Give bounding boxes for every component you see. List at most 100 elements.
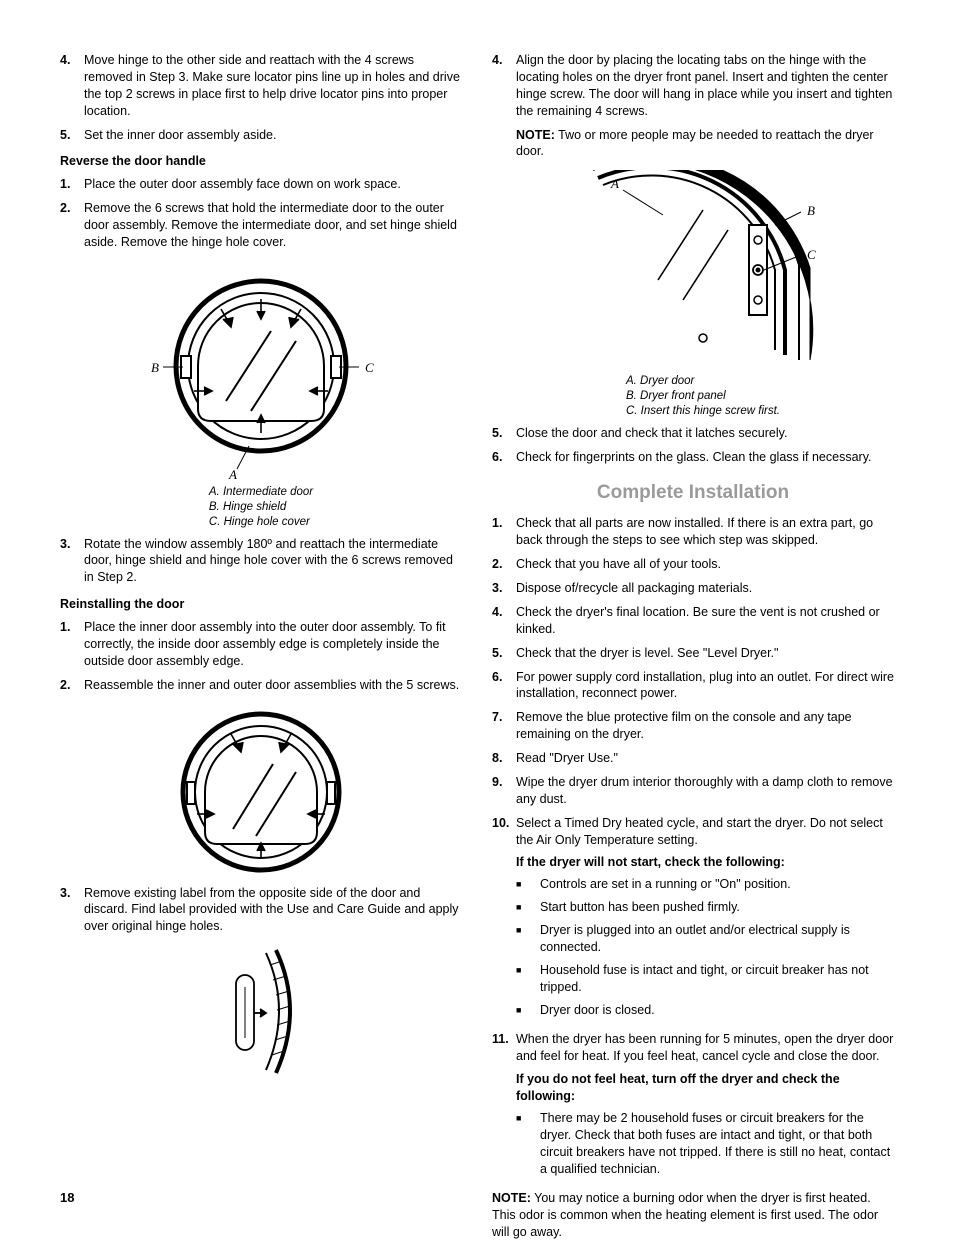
list-item: 5.Check that the dryer is level. See "Le… <box>492 645 894 662</box>
item-num: 3. <box>60 885 84 936</box>
list-item: 10. Select a Timed Dry heated cycle, and… <box>492 815 894 1025</box>
fig1-caption: A. Intermediate door B. Hinge shield C. … <box>209 485 313 530</box>
list-item: 1.Check that all parts are now installed… <box>492 515 894 549</box>
item-text: Rotate the window assembly 180º and reat… <box>84 536 462 587</box>
item-text: Remove the 6 screws that hold the interm… <box>84 200 462 251</box>
list-item: 6.For power supply cord installation, pl… <box>492 669 894 703</box>
list-item: 3.Dispose of/recycle all packaging mater… <box>492 580 894 597</box>
list-item: 4.Move hinge to the other side and reatt… <box>60 52 462 120</box>
fig1-label-a: A <box>228 467 237 481</box>
item-text: Check for fingerprints on the glass. Cle… <box>516 449 894 466</box>
item-num: 9. <box>492 774 516 808</box>
list-item: 2.Reassemble the inner and outer door as… <box>60 677 462 694</box>
noheat-head: If you do not feel heat, turn off the dr… <box>516 1071 894 1105</box>
item-text: Dispose of/recycle all packaging materia… <box>516 580 894 597</box>
reinstall-list-2: 3.Remove existing label from the opposit… <box>60 885 462 936</box>
list-item: 4.Check the dryer's final location. Be s… <box>492 604 894 638</box>
fig1-label-c: C <box>365 360 374 375</box>
check-head: If the dryer will not start, check the f… <box>516 854 894 871</box>
item-text: Check that the dryer is level. See "Leve… <box>516 645 894 662</box>
item-text: Wipe the dryer drum interior thoroughly … <box>516 774 894 808</box>
list-item: 5.Set the inner door assembly aside. <box>60 127 462 144</box>
item-text: Select a Timed Dry heated cycle, and sta… <box>516 815 894 1025</box>
item-text: Place the outer door assembly face down … <box>84 176 462 193</box>
bullet-item: Controls are set in a running or "On" po… <box>516 876 894 893</box>
complete-list: 1.Check that all parts are now installed… <box>492 515 894 1183</box>
list-item: 11. When the dryer has been running for … <box>492 1031 894 1183</box>
item-num: 7. <box>492 709 516 743</box>
figure-intermediate-door: B C A A. Intermediate door B. Hinge shie… <box>60 261 462 530</box>
item-text: Check the dryer's final location. Be sur… <box>516 604 894 638</box>
item-text: When the dryer has been running for 5 mi… <box>516 1031 894 1183</box>
list-item: 2.Check that you have all of your tools. <box>492 556 894 573</box>
item-text: Set the inner door assembly aside. <box>84 127 462 144</box>
list-item: 1.Place the inner door assembly into the… <box>60 619 462 670</box>
list-item: 9.Wipe the dryer drum interior thoroughl… <box>492 774 894 808</box>
item-text: For power supply cord installation, plug… <box>516 669 894 703</box>
item-num: 4. <box>60 52 84 120</box>
page-number: 18 <box>60 1189 74 1207</box>
figure-hinge-label <box>60 945 462 1080</box>
noheat-list: There may be 2 household fuses or circui… <box>516 1110 894 1178</box>
item-num: 5. <box>60 127 84 144</box>
item-num: 2. <box>60 677 84 694</box>
right-cont-list: 4.Align the door by placing the locating… <box>492 52 894 120</box>
list-item: 4.Align the door by placing the locating… <box>492 52 894 120</box>
item-text: Read "Dryer Use." <box>516 750 894 767</box>
fig4-label-b: B <box>807 203 815 218</box>
item-num: 3. <box>60 536 84 587</box>
right-column: 4.Align the door by placing the locating… <box>492 52 894 1241</box>
item-text: Align the door by placing the locating t… <box>516 52 894 120</box>
reinstall-list: 1.Place the inner door assembly into the… <box>60 619 462 694</box>
check-list: Controls are set in a running or "On" po… <box>516 876 894 1018</box>
item-text: Check that you have all of your tools. <box>516 556 894 573</box>
complete-installation-head: Complete Installation <box>492 480 894 506</box>
list-item: 6.Check for fingerprints on the glass. C… <box>492 449 894 466</box>
item-text: Remove existing label from the opposite … <box>84 885 462 936</box>
item-num: 5. <box>492 645 516 662</box>
final-note: NOTE: You may notice a burning odor when… <box>492 1190 894 1241</box>
item-num: 6. <box>492 449 516 466</box>
fig4-label-a: A <box>610 176 619 191</box>
list-item: 1.Place the outer door assembly face dow… <box>60 176 462 193</box>
bullet-item: Start button has been pushed firmly. <box>516 899 894 916</box>
reinstall-head: Reinstalling the door <box>60 596 462 613</box>
item-text: Move hinge to the other side and reattac… <box>84 52 462 120</box>
item-text: Remove the blue protective film on the c… <box>516 709 894 743</box>
item-num: 5. <box>492 425 516 442</box>
item-num: 10. <box>492 815 516 1025</box>
item-text: Close the door and check that it latches… <box>516 425 894 442</box>
item-text: Reassemble the inner and outer door asse… <box>84 677 462 694</box>
note-4: NOTE: Two or more people may be needed t… <box>492 127 894 161</box>
list-item: 7.Remove the blue protective film on the… <box>492 709 894 743</box>
item-num: 3. <box>492 580 516 597</box>
fig1-label-b: B <box>151 360 159 375</box>
item-num: 8. <box>492 750 516 767</box>
bullet-item: Household fuse is intact and tight, or c… <box>516 962 894 996</box>
right-cont-list-2: 5.Close the door and check that it latch… <box>492 425 894 466</box>
list-item: 5.Close the door and check that it latch… <box>492 425 894 442</box>
reverse-list-2: 3.Rotate the window assembly 180º and re… <box>60 536 462 587</box>
bullet-item: Dryer is plugged into an outlet and/or e… <box>516 922 894 956</box>
item-num: 4. <box>492 604 516 638</box>
list-item: 2.Remove the 6 screws that hold the inte… <box>60 200 462 251</box>
fig4-caption: A. Dryer door B. Dryer front panel C. In… <box>626 374 780 419</box>
item-text: Check that all parts are now installed. … <box>516 515 894 549</box>
item-num: 1. <box>492 515 516 549</box>
reverse-list: 1.Place the outer door assembly face dow… <box>60 176 462 251</box>
fig4-label-c: C <box>807 247 816 262</box>
list-item: 3.Rotate the window assembly 180º and re… <box>60 536 462 587</box>
item-num: 1. <box>60 176 84 193</box>
item-num: 1. <box>60 619 84 670</box>
bullet-item: There may be 2 household fuses or circui… <box>516 1110 894 1178</box>
item-num: 11. <box>492 1031 516 1183</box>
reverse-head: Reverse the door handle <box>60 153 462 170</box>
left-column: 4.Move hinge to the other side and reatt… <box>60 52 462 1241</box>
item-num: 2. <box>60 200 84 251</box>
list-item: 8.Read "Dryer Use." <box>492 750 894 767</box>
item-num: 6. <box>492 669 516 703</box>
item-num: 4. <box>492 52 516 120</box>
bullet-item: Dryer door is closed. <box>516 1002 894 1019</box>
item-text: Place the inner door assembly into the o… <box>84 619 462 670</box>
figure-dryer-panel: A B C A. Dryer door B. Dryer front panel… <box>492 170 894 419</box>
